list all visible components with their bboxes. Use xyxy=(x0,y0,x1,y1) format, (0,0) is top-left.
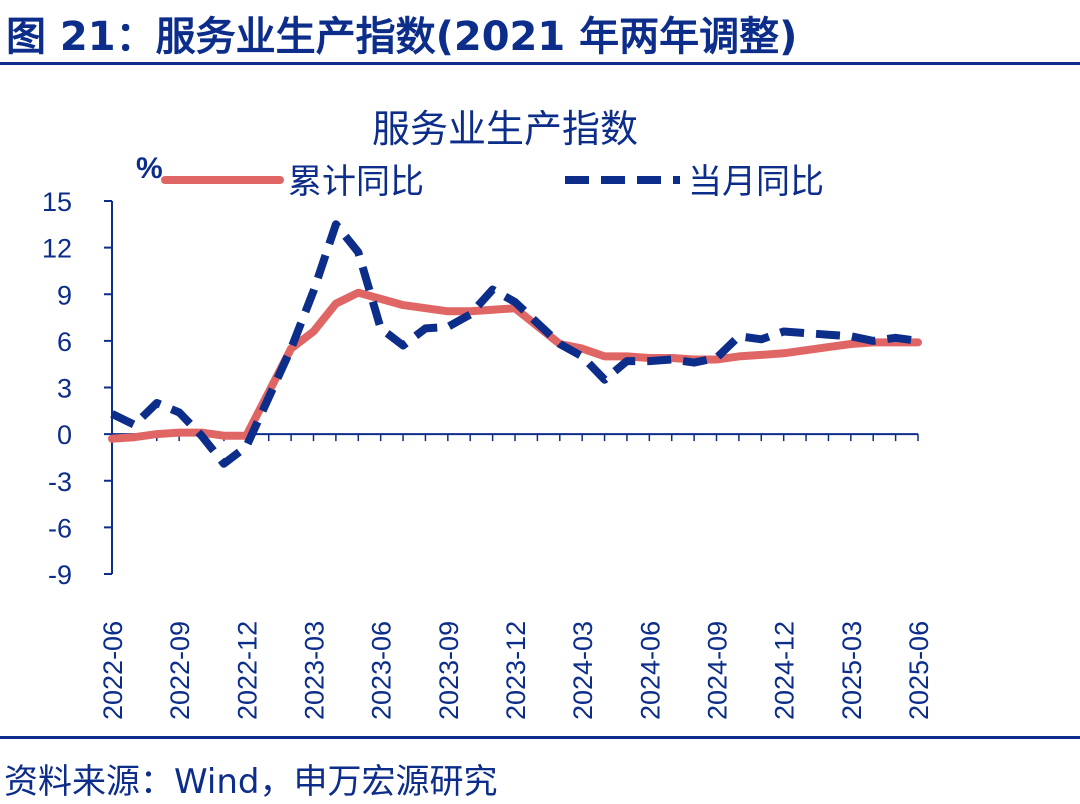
y-tick-label: 12 xyxy=(42,234,72,264)
source-note: 资料来源：Wind，申万宏源研究 xyxy=(4,762,498,802)
y-tick-label: 0 xyxy=(57,420,72,450)
x-tick-label: 2024-06 xyxy=(635,621,665,720)
chart-title: 服务业生产指数 xyxy=(372,107,638,151)
series-line-monthly xyxy=(110,220,919,468)
chart: 服务业生产指数 % 累计同比 当月同比 15 12 9 6 3 0 -3 -6 -9 2022-0… xyxy=(42,107,934,720)
legend: 累计同比 当月同比 xyxy=(161,162,824,202)
series-layer xyxy=(108,220,922,468)
legend-label-monthly: 当月同比 xyxy=(688,162,824,202)
x-tick-label: 2022-06 xyxy=(98,621,128,720)
series-line-cumulative xyxy=(108,288,922,443)
x-tick-label: 2022-09 xyxy=(165,621,195,720)
x-tick-label: 2025-03 xyxy=(837,621,867,720)
y-tick-label: -6 xyxy=(48,513,72,543)
y-tick-label: -9 xyxy=(48,560,72,590)
x-tick-label: 2023-03 xyxy=(300,621,330,720)
y-tick-label: 6 xyxy=(57,327,72,357)
x-tick-label: 2025-06 xyxy=(904,621,934,720)
y-tick-label: 3 xyxy=(57,374,72,404)
y-tick-label: 15 xyxy=(42,187,72,217)
axes: 15 12 9 6 3 0 -3 -6 -9 2022-06 2022-09 2022-12 2023-… xyxy=(42,187,934,720)
x-tick-label: 2024-12 xyxy=(770,621,800,720)
top-divider xyxy=(0,62,1080,65)
x-tick-label: 2024-09 xyxy=(703,621,733,720)
y-tick-label: 9 xyxy=(57,280,72,310)
x-tick-label: 2022-12 xyxy=(232,621,262,720)
y-axis-unit: % xyxy=(136,152,163,185)
x-tick-label: 2023-06 xyxy=(367,621,397,720)
y-tick-label: -3 xyxy=(48,467,72,497)
x-tick-label: 2023-12 xyxy=(501,621,531,720)
x-tick-label: 2023-09 xyxy=(434,621,464,720)
figure-title: 图 21：服务业生产指数(2021 年两年调整) xyxy=(6,14,798,60)
legend-label-cumulative: 累计同比 xyxy=(288,162,424,202)
bottom-divider xyxy=(0,736,1080,739)
x-tick-label: 2024-03 xyxy=(568,621,598,720)
